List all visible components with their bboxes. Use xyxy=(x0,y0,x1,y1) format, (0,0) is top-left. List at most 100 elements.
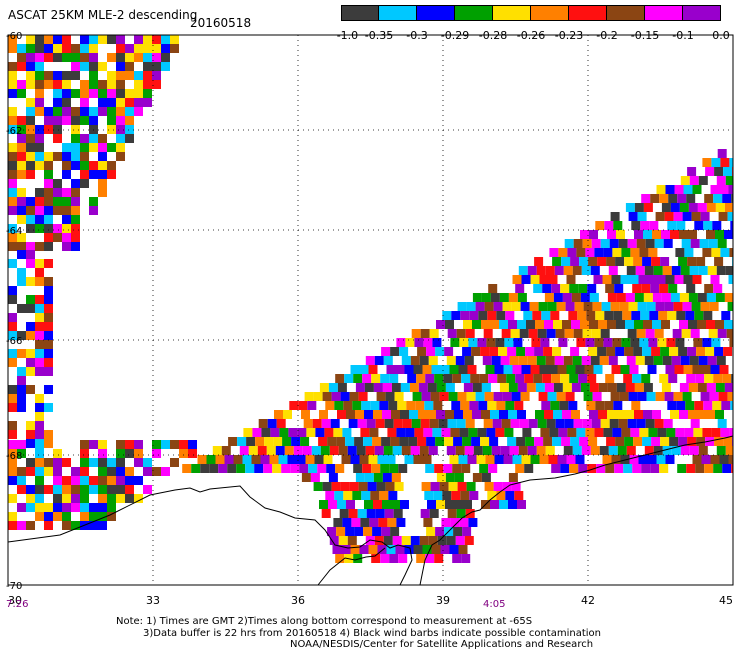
wind-cell xyxy=(539,275,549,284)
wind-cell xyxy=(71,494,80,503)
wind-cell xyxy=(331,392,341,401)
wind-cell xyxy=(634,383,644,392)
wind-cell xyxy=(497,374,507,383)
wind-cell xyxy=(89,107,98,116)
wind-cell xyxy=(559,401,569,410)
wind-cell xyxy=(436,320,445,329)
wind-cell xyxy=(706,293,716,302)
wind-cell xyxy=(360,518,370,527)
wind-cell xyxy=(483,329,493,338)
wind-cell xyxy=(676,311,686,320)
wind-cell xyxy=(243,428,253,437)
wind-cell xyxy=(125,476,134,485)
wind-cell xyxy=(8,143,17,152)
wind-cell xyxy=(357,419,367,428)
wind-cell xyxy=(44,322,53,331)
wind-cell xyxy=(665,275,675,284)
map-date: 20160518 xyxy=(190,16,252,30)
colorbar-swatch xyxy=(341,5,379,21)
wind-cell xyxy=(551,284,561,293)
wind-cell xyxy=(17,206,26,215)
wind-cell xyxy=(491,446,501,455)
wind-cell xyxy=(107,98,116,107)
wind-cell xyxy=(8,35,17,44)
wind-cell xyxy=(344,374,354,383)
wind-cell xyxy=(694,401,704,410)
wind-cell xyxy=(637,302,647,311)
wind-cell xyxy=(620,275,630,284)
wind-cell xyxy=(613,311,623,320)
wind-cell xyxy=(698,446,708,455)
wind-cell xyxy=(53,188,62,197)
wind-cell xyxy=(716,446,726,455)
wind-cell xyxy=(542,284,552,293)
wind-cell xyxy=(341,455,351,464)
wind-cell xyxy=(564,329,574,338)
wind-cell xyxy=(328,383,338,392)
wind-cell xyxy=(17,242,26,251)
wind-cell xyxy=(665,365,675,374)
wind-cell xyxy=(464,536,474,545)
wind-cell xyxy=(669,347,679,356)
wind-cell xyxy=(717,419,727,428)
wind-cell xyxy=(660,347,670,356)
wind-cell xyxy=(585,248,595,257)
wind-cell xyxy=(361,401,371,410)
wind-cell xyxy=(143,467,152,476)
wind-cell xyxy=(125,71,134,80)
wind-cell xyxy=(590,446,600,455)
wind-cell xyxy=(618,239,628,248)
wind-cell xyxy=(89,134,98,143)
wind-cell xyxy=(477,428,487,437)
wind-cell xyxy=(486,338,496,347)
wind-cell xyxy=(346,410,355,419)
wind-cell xyxy=(71,125,80,134)
wind-cell xyxy=(622,311,632,320)
wind-cell xyxy=(310,473,320,482)
wind-cell xyxy=(536,266,546,275)
wind-cell xyxy=(400,383,410,392)
wind-cell xyxy=(389,374,399,383)
wind-cell xyxy=(35,403,44,412)
wind-cell xyxy=(640,221,650,230)
wind-cell xyxy=(646,302,656,311)
wind-cell xyxy=(488,374,498,383)
wind-cell xyxy=(548,365,558,374)
wind-cell xyxy=(325,491,335,500)
wind-cell xyxy=(713,194,723,203)
wind-cell xyxy=(407,374,417,383)
wind-cell xyxy=(528,329,538,338)
wind-cell xyxy=(17,215,26,224)
wind-cell xyxy=(80,152,89,161)
wind-cell xyxy=(443,464,453,473)
wind-cell xyxy=(134,440,143,449)
wind-cell xyxy=(421,392,431,401)
wind-cell xyxy=(35,44,44,53)
wind-cell xyxy=(585,428,595,437)
wind-cell xyxy=(380,554,390,563)
wind-cell xyxy=(261,428,271,437)
wind-cell xyxy=(379,401,389,410)
note-line-2: 3)Data buffer is 22 hrs from 20160518 4)… xyxy=(143,628,601,639)
wind-cell xyxy=(89,80,98,89)
scatterometer-swaths xyxy=(8,35,733,563)
wind-cell xyxy=(62,197,71,206)
wind-cell xyxy=(552,347,562,356)
wind-cell xyxy=(8,421,17,430)
wind-cell xyxy=(580,320,589,329)
wind-cell xyxy=(611,455,621,464)
wind-cell xyxy=(596,464,606,473)
wind-cell xyxy=(321,509,331,518)
wind-cell xyxy=(612,338,622,347)
wind-cell xyxy=(62,188,71,197)
wind-cell xyxy=(607,320,616,329)
wind-cell xyxy=(461,464,471,473)
wind-cell xyxy=(570,257,580,266)
wind-cell xyxy=(53,35,62,44)
wind-cell xyxy=(450,428,460,437)
wind-cell xyxy=(134,80,143,89)
wind-cell xyxy=(263,464,273,473)
wind-cell xyxy=(302,446,312,455)
wind-cell xyxy=(89,485,98,494)
wind-cell xyxy=(535,320,544,329)
